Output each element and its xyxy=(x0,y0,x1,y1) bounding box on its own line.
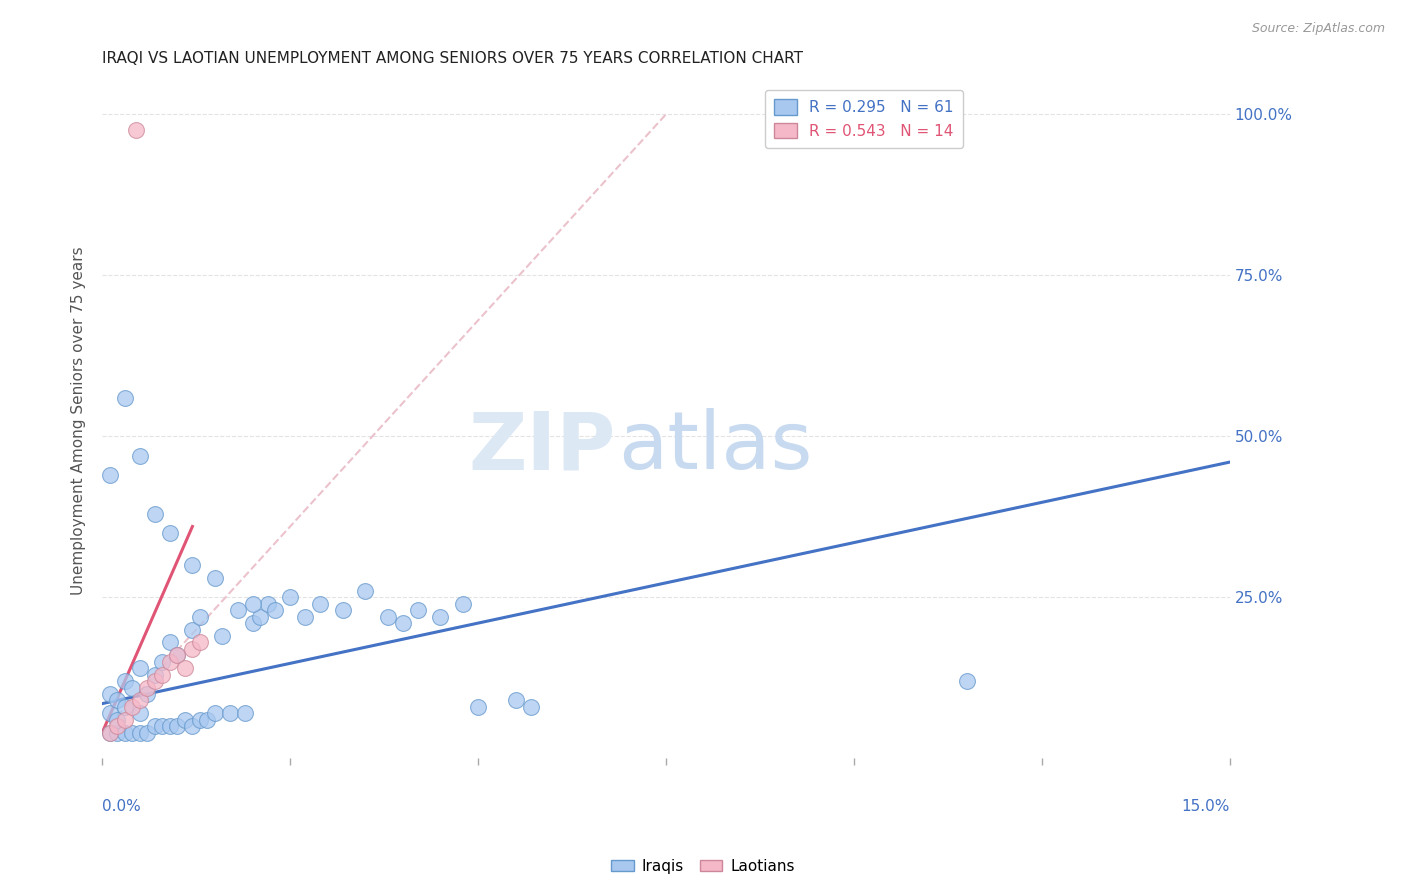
Point xyxy=(188,713,211,727)
Point xyxy=(188,635,211,649)
Text: IRAQI VS LAOTIAN UNEMPLOYMENT AMONG SENIORS OVER 75 YEARS CORRELATION CHART: IRAQI VS LAOTIAN UNEMPLOYMENT AMONG SENI… xyxy=(103,51,803,66)
Point xyxy=(174,661,197,675)
Point xyxy=(467,699,489,714)
Point xyxy=(505,693,527,707)
Point xyxy=(181,719,204,733)
Point xyxy=(128,661,150,675)
Point xyxy=(114,699,136,714)
Point xyxy=(114,725,136,739)
Point xyxy=(233,706,256,721)
Point xyxy=(174,713,197,727)
Point xyxy=(98,706,121,721)
Point xyxy=(159,635,181,649)
Point xyxy=(105,713,128,727)
Point xyxy=(98,687,121,701)
Point xyxy=(204,706,226,721)
Legend: Iraqis, Laotians: Iraqis, Laotians xyxy=(606,853,800,880)
Point xyxy=(429,609,451,624)
Text: Source: ZipAtlas.com: Source: ZipAtlas.com xyxy=(1251,22,1385,36)
Point xyxy=(519,699,541,714)
Text: ZIP: ZIP xyxy=(468,409,616,486)
Point xyxy=(143,507,166,521)
Point xyxy=(204,571,226,585)
Point xyxy=(121,681,143,695)
Point xyxy=(114,674,136,689)
Point xyxy=(105,719,128,733)
Point xyxy=(188,609,211,624)
Point xyxy=(143,719,166,733)
Point xyxy=(249,609,271,624)
Text: 0.0%: 0.0% xyxy=(103,799,141,814)
Point xyxy=(166,648,188,663)
Point xyxy=(181,623,204,637)
Point xyxy=(211,629,233,643)
Point xyxy=(150,719,173,733)
Point xyxy=(166,648,188,663)
Point xyxy=(121,725,143,739)
Point xyxy=(114,713,136,727)
Point xyxy=(226,603,249,617)
Point xyxy=(181,641,204,656)
Point xyxy=(136,687,159,701)
Point xyxy=(105,725,128,739)
Point xyxy=(278,591,301,605)
Point xyxy=(377,609,399,624)
Point xyxy=(150,667,173,681)
Point xyxy=(956,674,979,689)
Point xyxy=(264,603,287,617)
Point xyxy=(98,725,121,739)
Y-axis label: Unemployment Among Seniors over 75 years: Unemployment Among Seniors over 75 years xyxy=(72,246,86,595)
Point xyxy=(159,525,181,540)
Point xyxy=(309,597,332,611)
Point xyxy=(451,597,474,611)
Legend: R = 0.295   N = 61, R = 0.543   N = 14: R = 0.295 N = 61, R = 0.543 N = 14 xyxy=(765,90,963,148)
Point xyxy=(406,603,429,617)
Point xyxy=(219,706,242,721)
Point xyxy=(256,597,278,611)
Point xyxy=(128,725,150,739)
Point xyxy=(294,609,316,624)
Point xyxy=(121,699,143,714)
Point xyxy=(242,616,264,631)
Point xyxy=(98,467,121,482)
Text: 15.0%: 15.0% xyxy=(1181,799,1230,814)
Text: atlas: atlas xyxy=(619,409,813,486)
Point xyxy=(98,725,121,739)
Point xyxy=(143,667,166,681)
Point xyxy=(114,391,136,405)
Point xyxy=(128,693,150,707)
Point xyxy=(128,706,150,721)
Point xyxy=(125,123,148,137)
Point xyxy=(150,655,173,669)
Point xyxy=(159,719,181,733)
Point xyxy=(197,713,219,727)
Point xyxy=(136,681,159,695)
Point xyxy=(392,616,415,631)
Point xyxy=(105,693,128,707)
Point xyxy=(128,449,150,463)
Point xyxy=(332,603,354,617)
Point xyxy=(136,725,159,739)
Point xyxy=(354,583,377,598)
Point xyxy=(143,674,166,689)
Point xyxy=(166,719,188,733)
Point xyxy=(242,597,264,611)
Point xyxy=(181,558,204,573)
Point xyxy=(159,655,181,669)
